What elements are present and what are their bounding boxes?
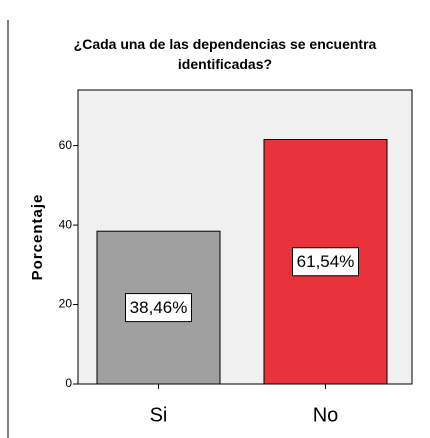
x-tick-label: No <box>313 404 339 426</box>
y-tick-label: 20 <box>59 297 73 311</box>
value-label: 61,54% <box>297 252 355 271</box>
y-axis-label: Porcentaje <box>29 194 46 281</box>
value-label-box <box>292 247 359 277</box>
value-label: 38,46% <box>130 298 188 317</box>
y-tick-label: 60 <box>59 138 73 152</box>
y-tick-label: 0 <box>65 376 72 390</box>
chart-title: ¿Cada una de las dependencias se encuent… <box>73 36 377 72</box>
y-tick-label: 40 <box>59 217 73 231</box>
x-tick-label: Si <box>150 404 168 426</box>
value-label-box <box>125 293 192 323</box>
